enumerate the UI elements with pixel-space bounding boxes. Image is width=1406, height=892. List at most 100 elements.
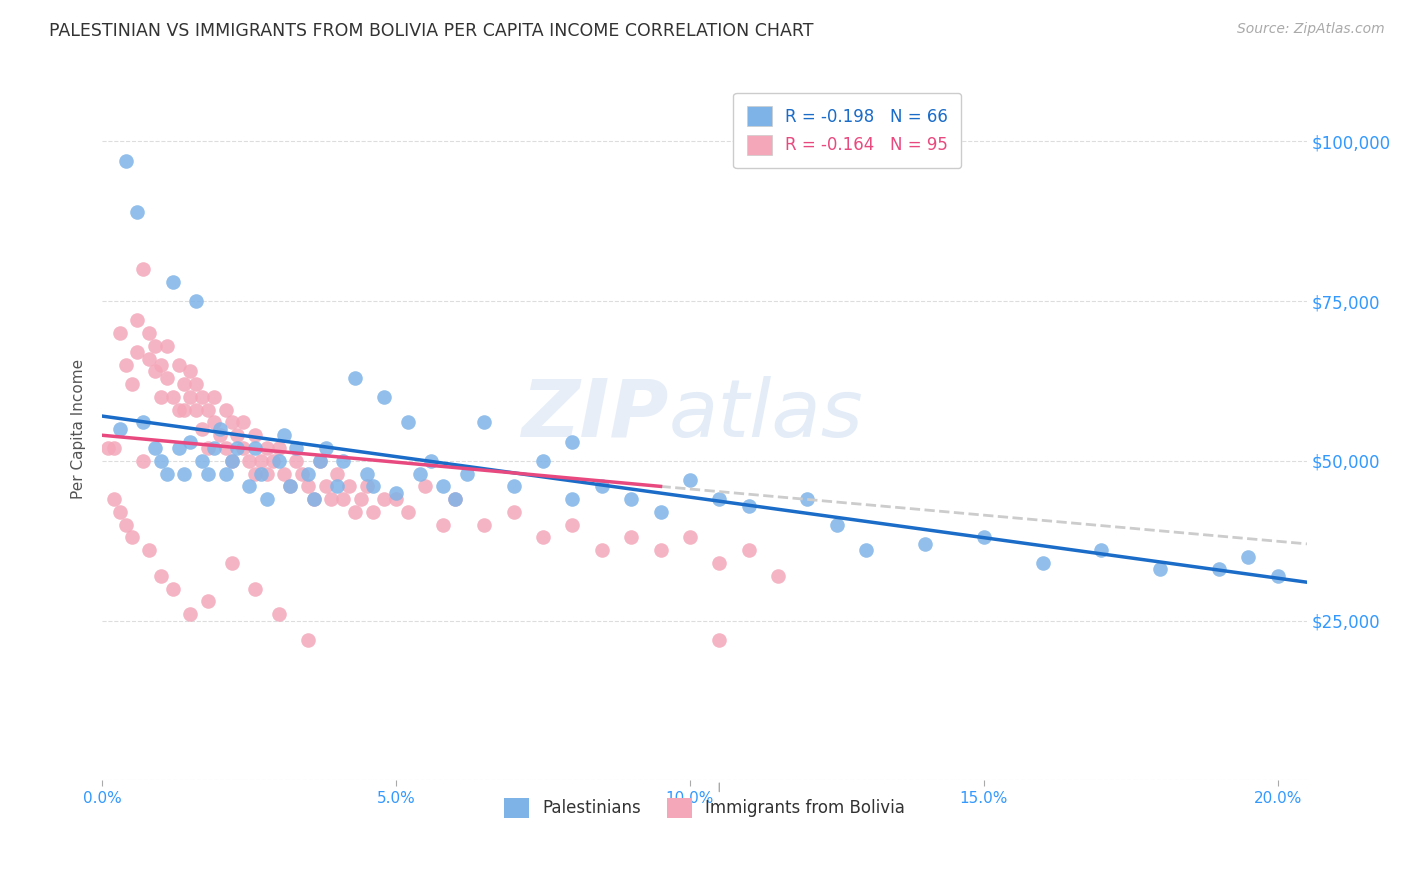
Point bbox=[162, 582, 184, 596]
Point bbox=[114, 517, 136, 532]
Point bbox=[127, 204, 149, 219]
Point bbox=[97, 441, 120, 455]
Point bbox=[267, 441, 290, 455]
Point bbox=[326, 479, 349, 493]
Point bbox=[343, 505, 366, 519]
Point bbox=[361, 505, 384, 519]
Point bbox=[186, 377, 208, 392]
Point bbox=[202, 416, 225, 430]
Point bbox=[278, 479, 301, 493]
Text: ZIP: ZIP bbox=[522, 376, 668, 454]
Point bbox=[156, 339, 179, 353]
Point bbox=[250, 454, 273, 468]
Point bbox=[167, 358, 190, 372]
Point bbox=[1149, 562, 1171, 576]
Point bbox=[315, 441, 337, 455]
Point bbox=[250, 467, 273, 481]
Point bbox=[855, 543, 877, 558]
Point bbox=[709, 492, 731, 507]
Y-axis label: Per Capita Income: Per Capita Income bbox=[72, 359, 86, 499]
Point bbox=[1237, 549, 1260, 564]
Point bbox=[256, 492, 278, 507]
Point bbox=[256, 441, 278, 455]
Point bbox=[914, 537, 936, 551]
Point bbox=[114, 358, 136, 372]
Point bbox=[208, 422, 231, 436]
Point bbox=[297, 467, 319, 481]
Point bbox=[273, 428, 295, 442]
Point bbox=[825, 517, 848, 532]
Point bbox=[650, 505, 672, 519]
Point bbox=[214, 441, 236, 455]
Point bbox=[308, 454, 330, 468]
Point bbox=[315, 479, 337, 493]
Point bbox=[167, 402, 190, 417]
Point bbox=[243, 441, 266, 455]
Point bbox=[472, 517, 495, 532]
Point bbox=[103, 492, 125, 507]
Point bbox=[620, 492, 643, 507]
Point bbox=[650, 543, 672, 558]
Point bbox=[679, 473, 702, 487]
Point bbox=[173, 377, 195, 392]
Point bbox=[1031, 556, 1053, 570]
Point bbox=[332, 454, 354, 468]
Point bbox=[591, 479, 613, 493]
Point bbox=[179, 390, 201, 404]
Point bbox=[173, 402, 195, 417]
Point bbox=[108, 422, 131, 436]
Point bbox=[214, 467, 236, 481]
Point bbox=[197, 402, 219, 417]
Point bbox=[197, 594, 219, 608]
Point bbox=[385, 492, 408, 507]
Point bbox=[620, 531, 643, 545]
Point bbox=[396, 505, 419, 519]
Point bbox=[127, 313, 149, 327]
Point bbox=[432, 517, 454, 532]
Point bbox=[443, 492, 465, 507]
Point bbox=[308, 454, 330, 468]
Point bbox=[167, 441, 190, 455]
Point bbox=[221, 454, 243, 468]
Point bbox=[420, 454, 443, 468]
Point bbox=[297, 632, 319, 647]
Point bbox=[162, 275, 184, 289]
Point bbox=[138, 326, 160, 340]
Point bbox=[191, 454, 214, 468]
Point bbox=[103, 441, 125, 455]
Point bbox=[321, 492, 343, 507]
Point bbox=[121, 377, 143, 392]
Point bbox=[202, 441, 225, 455]
Point bbox=[432, 479, 454, 493]
Point bbox=[561, 517, 583, 532]
Point bbox=[143, 364, 166, 378]
Point bbox=[766, 569, 789, 583]
Point bbox=[343, 370, 366, 384]
Point bbox=[256, 467, 278, 481]
Point bbox=[186, 294, 208, 309]
Point bbox=[243, 582, 266, 596]
Point bbox=[278, 479, 301, 493]
Point bbox=[262, 454, 284, 468]
Point bbox=[221, 454, 243, 468]
Point bbox=[361, 479, 384, 493]
Point bbox=[232, 441, 254, 455]
Point bbox=[243, 428, 266, 442]
Point bbox=[156, 370, 179, 384]
Point bbox=[121, 531, 143, 545]
Point bbox=[531, 454, 554, 468]
Point bbox=[796, 492, 818, 507]
Point bbox=[337, 479, 360, 493]
Point bbox=[143, 441, 166, 455]
Point bbox=[208, 428, 231, 442]
Point bbox=[191, 422, 214, 436]
Point bbox=[238, 479, 260, 493]
Point bbox=[356, 467, 378, 481]
Point bbox=[443, 492, 465, 507]
Point bbox=[973, 531, 995, 545]
Point bbox=[709, 556, 731, 570]
Point bbox=[737, 543, 759, 558]
Point bbox=[243, 467, 266, 481]
Point bbox=[226, 428, 249, 442]
Point bbox=[356, 479, 378, 493]
